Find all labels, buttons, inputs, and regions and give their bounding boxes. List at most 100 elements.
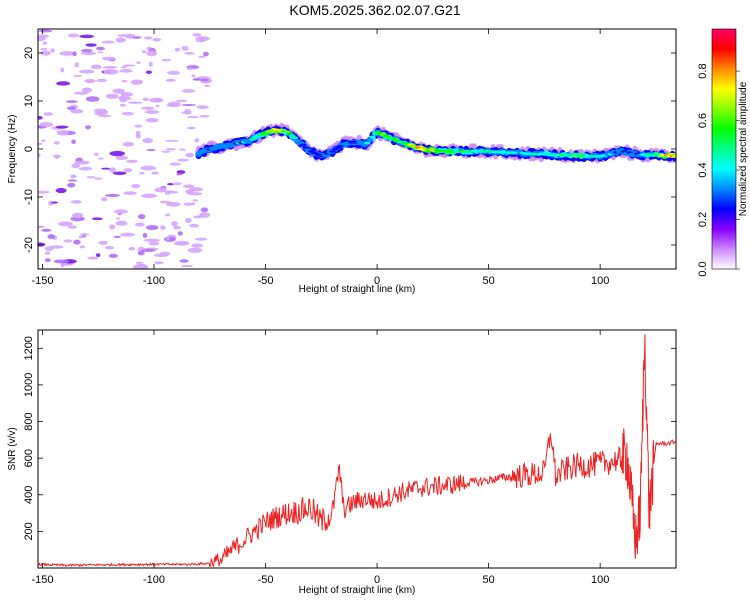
noise-blob xyxy=(132,36,142,39)
snr-ylabel: SNR (v/v) xyxy=(7,427,18,470)
noise-blob xyxy=(70,174,77,179)
noise-blob xyxy=(79,69,95,74)
spectrogram-xlabel: Height of straight line (km) xyxy=(299,284,416,295)
noise-blob xyxy=(166,201,181,207)
noise-blob xyxy=(122,141,135,147)
spectrogram-ytick-label: 0 xyxy=(23,146,35,152)
colorbar: 0.0 0.2 0.4 0.6 0.8 Normalized spectral ampl… xyxy=(697,28,749,277)
noise-blob xyxy=(80,51,97,56)
noise-blob xyxy=(63,239,73,243)
snr-ytick-label: 600 xyxy=(23,449,35,467)
noise-blob xyxy=(145,225,159,231)
trace-blob xyxy=(299,143,307,147)
noise-blob xyxy=(112,88,125,94)
noise-blob xyxy=(67,179,78,182)
noise-blob xyxy=(108,253,118,259)
noise-blob xyxy=(41,228,52,232)
noise-blob xyxy=(123,168,133,173)
noise-blob xyxy=(98,157,104,160)
colorbar-tick-label: 0.0 xyxy=(697,261,709,276)
trace-blob xyxy=(337,144,344,148)
noise-blob xyxy=(136,61,141,65)
noise-blob xyxy=(120,92,134,97)
noise-blob xyxy=(53,259,69,264)
noise-blob xyxy=(116,217,121,220)
trace-blob xyxy=(369,135,376,139)
snr-xtick-label: -150 xyxy=(31,574,53,586)
noise-blob xyxy=(38,190,50,194)
spectrogram-ytick-label: 20 xyxy=(23,47,35,59)
noise-blob xyxy=(112,171,127,175)
noise-blob xyxy=(95,46,105,51)
noise-blob xyxy=(152,38,162,42)
noise-blob xyxy=(44,251,51,255)
noise-blob xyxy=(73,239,81,245)
spectrogram-xtick-label: -100 xyxy=(143,275,165,287)
trace-blob xyxy=(294,139,301,142)
snr-frame xyxy=(37,329,677,569)
noise-blob xyxy=(74,91,88,95)
noise-blob xyxy=(192,33,202,37)
noise-blob xyxy=(141,193,158,199)
trace-blob xyxy=(329,150,336,153)
noise-blob xyxy=(123,64,136,67)
noise-blob xyxy=(200,78,209,82)
noise-blob xyxy=(135,133,141,139)
noise-blob xyxy=(123,191,137,196)
noise-blob xyxy=(181,45,189,51)
trace-blob xyxy=(364,141,371,145)
noise-blob xyxy=(192,78,201,81)
noise-blob xyxy=(44,258,51,263)
colorbar-label: Normalized spectral amplitude xyxy=(738,81,749,216)
noise-blob xyxy=(161,150,171,153)
trace-blob xyxy=(291,136,299,140)
noise-blob xyxy=(141,106,155,110)
noise-blob xyxy=(38,34,50,39)
noise-blob xyxy=(42,41,47,45)
noise-blob xyxy=(94,177,103,180)
noise-blob xyxy=(155,104,160,108)
spectrogram-ytick-label: 10 xyxy=(23,95,35,107)
noise-blob xyxy=(159,200,171,204)
noise-blob xyxy=(39,121,54,128)
noise-blob xyxy=(183,202,193,206)
noise-blob xyxy=(145,118,159,123)
noise-blob xyxy=(141,265,149,269)
noise-blob xyxy=(108,167,117,173)
noise-blob xyxy=(98,240,109,245)
noise-blob xyxy=(113,209,128,214)
noise-blob xyxy=(151,171,159,175)
noise-blob xyxy=(131,183,141,189)
spectrogram-xtick-label: -50 xyxy=(258,275,274,287)
noise-blob xyxy=(121,80,128,83)
noise-blob xyxy=(182,184,195,188)
noise-blob xyxy=(160,225,166,231)
noise-blob xyxy=(86,176,96,179)
noise-blob xyxy=(184,52,195,55)
trace-blob xyxy=(286,132,293,135)
noise-blob xyxy=(119,103,126,107)
noise-blob xyxy=(199,114,210,118)
noise-blob xyxy=(38,225,45,229)
noise-blob xyxy=(185,217,192,224)
noise-blob xyxy=(137,250,145,256)
noise-blob xyxy=(200,207,209,213)
noise-blob xyxy=(125,159,138,163)
noise-blob xyxy=(188,187,203,192)
noise-blob xyxy=(192,199,199,202)
noise-blob xyxy=(134,124,143,128)
noise-blob xyxy=(198,55,206,58)
noise-blob xyxy=(55,125,69,129)
noise-blob xyxy=(140,165,157,171)
noise-blob xyxy=(101,40,115,44)
noise-blob xyxy=(165,148,176,151)
noise-blob xyxy=(164,139,179,142)
noise-blob xyxy=(96,78,107,83)
noise-blob xyxy=(71,139,76,145)
noise-blob xyxy=(185,152,195,158)
noise-blob xyxy=(169,162,181,166)
noise-blob xyxy=(149,97,164,103)
noise-blob xyxy=(78,166,93,171)
noise-blob xyxy=(144,110,160,114)
noise-blob xyxy=(141,50,147,54)
